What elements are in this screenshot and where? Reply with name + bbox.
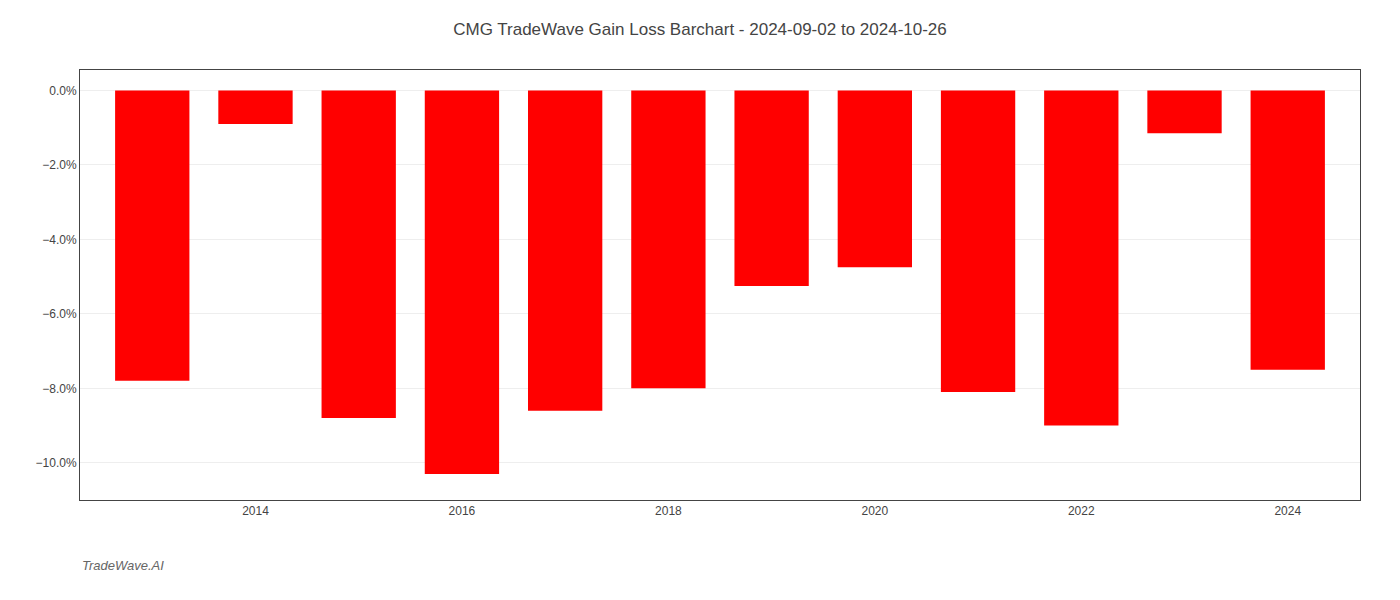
svg-text:TradeWave.AI: TradeWave.AI bbox=[82, 558, 164, 573]
svg-text:2020: 2020 bbox=[861, 504, 888, 518]
svg-text:−6.0%: −6.0% bbox=[42, 307, 77, 321]
svg-text:2014: 2014 bbox=[242, 504, 269, 518]
svg-text:−10.0%: −10.0% bbox=[36, 456, 77, 470]
svg-text:2018: 2018 bbox=[655, 504, 682, 518]
svg-text:2022: 2022 bbox=[1068, 504, 1095, 518]
svg-text:CMG TradeWave Gain Loss Barcha: CMG TradeWave Gain Loss Barchart - 2024-… bbox=[453, 20, 947, 39]
svg-text:0.0%: 0.0% bbox=[49, 84, 77, 98]
svg-text:2016: 2016 bbox=[449, 504, 476, 518]
svg-text:2024: 2024 bbox=[1274, 504, 1301, 518]
svg-text:−8.0%: −8.0% bbox=[42, 382, 77, 396]
svg-text:−2.0%: −2.0% bbox=[42, 158, 77, 172]
svg-text:−4.0%: −4.0% bbox=[42, 233, 77, 247]
